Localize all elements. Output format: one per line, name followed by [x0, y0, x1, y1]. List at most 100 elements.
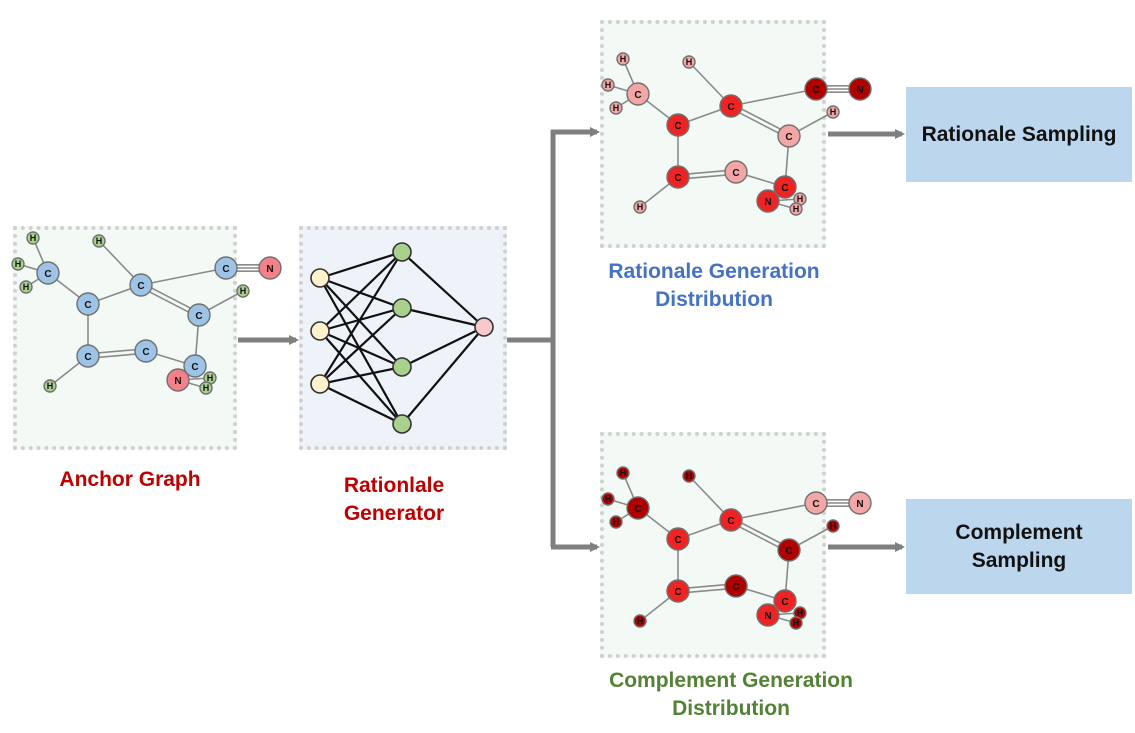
anchor-atom-label: C — [84, 352, 91, 363]
complement-distribution-caption: Complement Generation Distribution — [580, 667, 882, 723]
rationale-sampling-box: Rationale Sampling — [906, 87, 1132, 182]
rationale-atom-carbon: C — [666, 165, 690, 189]
rationale-atom-carbon: C — [773, 175, 797, 199]
network-edge — [319, 330, 403, 425]
anchor-atom-nitrogen: N — [258, 256, 282, 280]
complement-atom-label: C — [727, 516, 734, 527]
rationale-atom-nitrogen: N — [848, 77, 872, 101]
anchor-atom-label: C — [44, 269, 51, 280]
hidden-node — [392, 357, 412, 377]
rationale-atom-label: C — [781, 183, 788, 194]
complement-atom-label: N — [856, 499, 863, 510]
anchor-atom-hydrogen: H — [92, 234, 106, 248]
anchor-atom-label: N — [266, 264, 273, 275]
network-edge — [319, 250, 403, 280]
rationale-atom-label: C — [674, 121, 681, 132]
anchor-atom-label: H — [15, 259, 22, 269]
complement-atom-carbon: C — [666, 579, 690, 603]
complement-atom-label: C — [634, 504, 641, 515]
rationale-atom-hydrogen: H — [601, 78, 615, 92]
anchor-atom-label: C — [195, 311, 202, 322]
rationale-atom-label: H — [637, 202, 644, 212]
rationale-distribution-caption-line1: Rationale Generation — [608, 260, 820, 283]
network-edge — [319, 307, 403, 385]
anchor-atom-carbon: C — [129, 273, 153, 297]
rationale-atom-label: C — [727, 102, 734, 113]
rationale-atom-carbon: C — [719, 94, 743, 118]
network-edge — [319, 251, 403, 332]
complement-atom-label: C — [674, 535, 681, 546]
rationale-atom-label: C — [674, 173, 681, 184]
input-node — [310, 321, 330, 341]
anchor-atom-hydrogen: H — [199, 381, 213, 395]
rationale-atom-carbon: C — [666, 113, 690, 137]
anchor-atom-carbon: C — [76, 292, 100, 316]
rationale-atom-label: C — [812, 85, 819, 96]
rationale-atom-carbon: C — [804, 77, 828, 101]
rationale-atom-label: H — [830, 107, 837, 117]
hidden-node — [392, 242, 412, 262]
rationale-sampling-label: Rationale Sampling — [921, 122, 1117, 146]
anchor-atom-label: H — [240, 286, 247, 296]
rationale-atom-label: C — [634, 90, 641, 101]
complement-atom-label: C — [674, 587, 681, 598]
anchor-atom-nitrogen: N — [166, 368, 190, 392]
complement-atom-carbon: C — [773, 589, 797, 613]
anchor-atom-hydrogen: H — [43, 379, 57, 393]
anchor-atom-carbon: C — [183, 354, 207, 378]
rationale-bond — [730, 88, 817, 107]
complement-atom-nitrogen: N — [848, 491, 872, 515]
complement-atom-carbon: C — [777, 538, 801, 562]
output-node — [474, 317, 494, 337]
anchor-atom-label: H — [96, 236, 103, 246]
complement-bond — [730, 502, 817, 521]
anchor-atom-hydrogen: H — [236, 284, 250, 298]
network-edge — [401, 326, 485, 368]
complement-atom-label: H — [637, 616, 644, 626]
complement-atom-hydrogen: H — [616, 466, 630, 480]
anchor-atom-label: C — [84, 300, 91, 311]
network-edge — [319, 365, 403, 386]
rationale-atom-hydrogen: H — [633, 200, 647, 214]
anchor-atom-carbon: C — [76, 344, 100, 368]
rationale-atom-label: H — [605, 80, 612, 90]
anchor-atom-carbon: C — [214, 256, 238, 280]
rationale-atom-hydrogen: H — [616, 52, 630, 66]
rationale-atom-label: H — [613, 103, 620, 113]
anchor-atom-label: H — [47, 381, 54, 391]
rationale-atom-carbon: C — [724, 160, 748, 184]
network-edge — [319, 277, 403, 368]
complement-atom-carbon: C — [666, 527, 690, 551]
rationale-atom-label: C — [785, 132, 792, 143]
rationale-atom-label: C — [732, 168, 739, 179]
anchor-atom-label: C — [137, 281, 144, 292]
connectors — [238, 127, 905, 552]
generator-caption-line1: Rationlale — [343, 474, 445, 497]
anchor-graph-caption: Anchor Graph — [13, 466, 247, 494]
anchor-atom-label: H — [30, 233, 37, 243]
network-edge — [401, 251, 485, 328]
rationale-atom-hydrogen: H — [789, 202, 803, 216]
input-node — [310, 374, 330, 394]
complement-atom-carbon: C — [626, 496, 650, 520]
rationale-distribution-caption: Rationale Generation Distribution — [584, 258, 844, 314]
complement-distribution-caption-line2: Distribution — [672, 697, 790, 720]
network-edge — [319, 251, 403, 385]
complement-atom-label: C — [781, 597, 788, 608]
rationale-atom-nitrogen: N — [756, 189, 780, 213]
hidden-node — [392, 298, 412, 318]
complement-atom-hydrogen: H — [609, 515, 623, 529]
rationale-atom-carbon: C — [626, 82, 650, 106]
network-edge — [401, 326, 485, 425]
input-node — [310, 268, 330, 288]
network-edge — [319, 277, 403, 425]
complement-atom-label: H — [686, 471, 693, 481]
complement-atom-label: H — [793, 618, 800, 628]
complement-atom-label: C — [785, 546, 792, 557]
complement-atom-label: H — [797, 608, 804, 618]
anchor-atom-carbon: C — [134, 339, 158, 363]
complement-atom-hydrogen: H — [633, 614, 647, 628]
hidden-node — [392, 414, 412, 434]
